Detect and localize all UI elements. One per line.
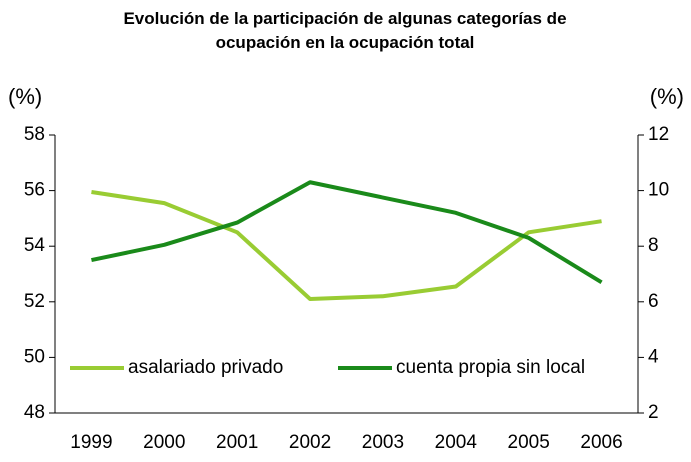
x-tick-label: 2004 [435, 432, 478, 453]
chart-title: Evolución de la participación de algunas… [123, 9, 566, 52]
y2-tick-label: 2 [648, 402, 659, 423]
y-tick-label: 48 [24, 402, 45, 423]
x-tick-label: 2002 [289, 432, 331, 453]
y-axis-label: (%) [8, 84, 42, 109]
x-tick-label: 2001 [216, 432, 258, 453]
y2-tick-label: 4 [648, 346, 659, 367]
x-tick-label: 2000 [143, 432, 185, 453]
x-tick-label: 2006 [580, 432, 622, 453]
y-tick-label: 50 [24, 346, 45, 367]
x-tick-label: 1999 [70, 432, 112, 453]
series-line [91, 190, 602, 302]
y2-tick-label: 12 [648, 124, 669, 145]
y-tick-label: 58 [24, 124, 45, 145]
y-tick-label: 54 [24, 235, 46, 256]
y2-tick-label: 10 [648, 180, 669, 201]
y2-tick-label: 8 [648, 235, 659, 256]
legend-label: cuenta propia sin local [396, 357, 585, 378]
y2-tick-label: 6 [648, 291, 659, 312]
x-tick-label: 2005 [508, 432, 550, 453]
y-tick-label: 56 [24, 180, 45, 201]
legend-label: asalariado privado [128, 357, 283, 378]
x-tick-label: 2003 [362, 432, 404, 453]
y2-axis-label: (%) [650, 84, 684, 109]
y-tick-label: 52 [24, 291, 45, 312]
series-line [91, 180, 603, 285]
